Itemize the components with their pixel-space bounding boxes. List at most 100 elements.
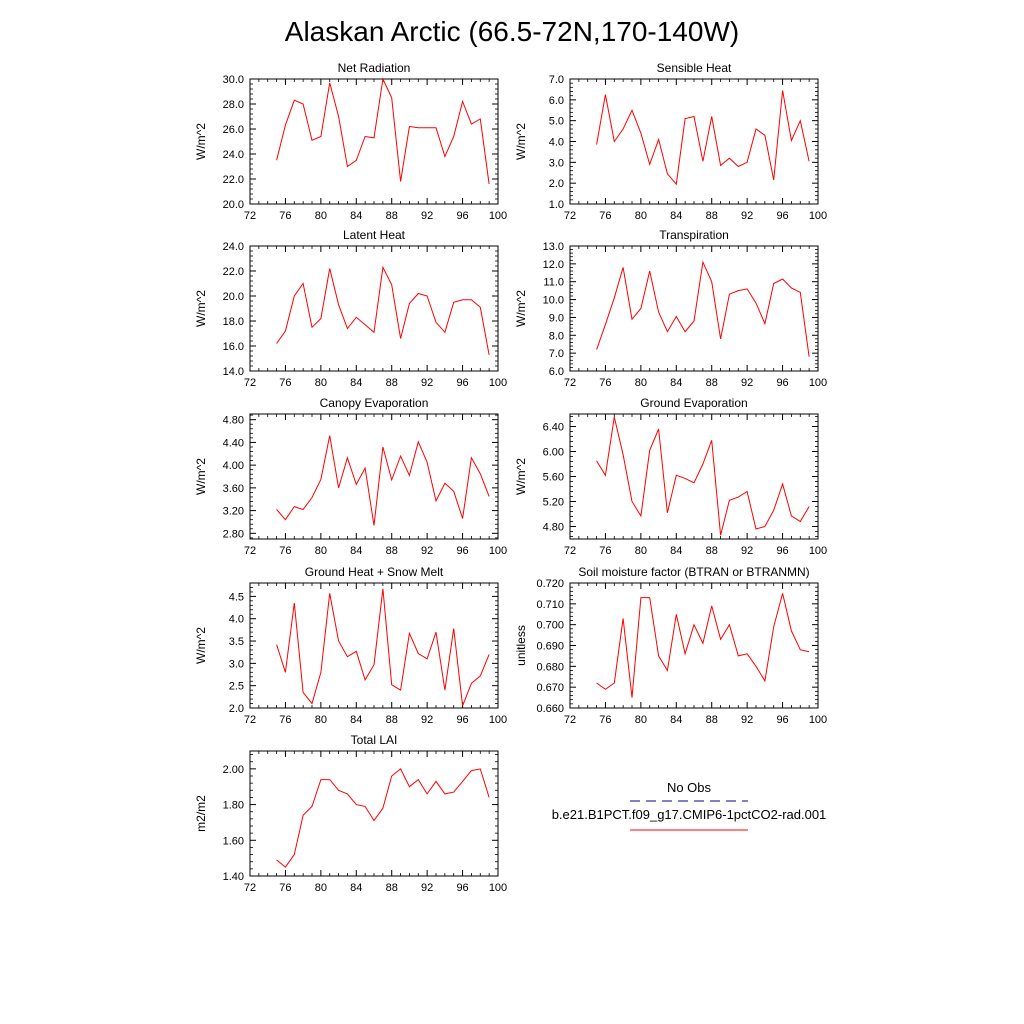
series-line xyxy=(276,77,490,185)
x-tick-label: 92 xyxy=(421,210,433,222)
plot-frame xyxy=(569,78,819,205)
y-tick-label: 5.0 xyxy=(549,116,564,128)
chart-panel: Canopy Evaporation W/m^2 72 76 80 84 88 92 96 100… xyxy=(194,396,507,557)
x-tick-label: 72 xyxy=(564,210,576,222)
y-tick-label: 6.0 xyxy=(549,366,564,378)
x-tick-label: 92 xyxy=(421,377,433,389)
x-tick-label: 72 xyxy=(244,882,256,894)
plot-frame xyxy=(249,78,499,205)
x-tick-label: 92 xyxy=(421,714,433,726)
x-tick-label: 100 xyxy=(489,377,507,389)
x-tick-label: 80 xyxy=(315,714,327,726)
y-tick-label: 18.0 xyxy=(223,316,244,328)
x-tick-label: 72 xyxy=(564,714,576,726)
series-line xyxy=(596,416,810,536)
y-axis-label: W/m^2 xyxy=(514,458,528,495)
y-tick-label: 0.700 xyxy=(536,620,564,632)
x-tick-label: 88 xyxy=(386,210,398,222)
x-tick-label: 88 xyxy=(386,882,398,894)
chart-panel: Sensible Heat W/m^2 72 76 80 84 88 92 96 100 1.0 2.… xyxy=(514,61,827,222)
y-tick-label: 6.40 xyxy=(543,422,564,434)
y-tick-label: 22.0 xyxy=(223,174,244,186)
y-tick-label: 3.0 xyxy=(229,658,244,670)
x-tick-label: 100 xyxy=(489,714,507,726)
y-tick-label: 11.0 xyxy=(543,277,564,289)
x-tick-label: 84 xyxy=(670,545,682,557)
panel-title: Ground Evaporation xyxy=(640,396,747,410)
x-tick-label: 96 xyxy=(456,377,468,389)
y-axis-label: W/m^2 xyxy=(514,290,528,327)
x-tick-label: 72 xyxy=(244,210,256,222)
x-tick-label: 76 xyxy=(599,545,611,557)
y-tick-label: 2.5 xyxy=(229,681,244,693)
x-tick-label: 84 xyxy=(350,210,362,222)
x-tick-label: 96 xyxy=(456,545,468,557)
x-tick-label: 88 xyxy=(706,545,718,557)
x-tick-label: 88 xyxy=(386,545,398,557)
y-tick-label: 4.5 xyxy=(229,591,244,603)
plot-frame xyxy=(249,413,499,540)
y-axis-label: m2/m2 xyxy=(194,795,208,832)
x-tick-label: 72 xyxy=(244,714,256,726)
y-axis-label: W/m^2 xyxy=(194,123,208,160)
y-tick-label: 2.0 xyxy=(229,703,244,715)
y-tick-label: 4.00 xyxy=(223,460,244,472)
x-tick-label: 92 xyxy=(741,377,753,389)
x-tick-label: 76 xyxy=(279,545,291,557)
y-tick-label: 10.0 xyxy=(543,295,564,307)
x-tick-label: 92 xyxy=(741,545,753,557)
x-tick-label: 72 xyxy=(244,545,256,557)
x-tick-label: 88 xyxy=(706,714,718,726)
x-tick-label: 84 xyxy=(350,882,362,894)
x-tick-label: 80 xyxy=(635,545,647,557)
y-tick-label: 20.0 xyxy=(223,199,244,211)
plot-frame xyxy=(569,413,819,540)
y-tick-label: 2.80 xyxy=(223,528,244,540)
plot-frame xyxy=(249,750,499,877)
y-tick-label: 1.40 xyxy=(223,871,244,883)
x-tick-label: 100 xyxy=(809,714,827,726)
x-tick-label: 80 xyxy=(635,714,647,726)
plot-frame xyxy=(249,245,499,372)
y-tick-label: 3.0 xyxy=(549,157,564,169)
panel-title: Canopy Evaporation xyxy=(320,396,429,410)
legend-model-label: b.e21.B1PCT.f09_g17.CMIP6-1pctCO2-rad.00… xyxy=(552,807,827,822)
panel-title: Latent Heat xyxy=(343,228,406,242)
panel-title: Net Radiation xyxy=(338,61,411,75)
y-axis-label: W/m^2 xyxy=(194,458,208,495)
chart-panel: Soil moisture factor (BTRAN or BTRANMN) u… xyxy=(514,565,827,726)
y-tick-label: 0.660 xyxy=(536,703,564,715)
chart-panel: Total LAI m2/m2 72 76 80 84 88 92 96 100 1.40 1.60 1… xyxy=(194,733,507,894)
chart-panel: Transpiration W/m^2 72 76 80 84 88 92 96 100 6.0 7.… xyxy=(514,228,827,389)
x-tick-label: 84 xyxy=(670,377,682,389)
x-tick-label: 72 xyxy=(564,377,576,389)
chart-panel: Ground Heat + Snow Melt W/m^2 72 76 80 84 88 92… xyxy=(194,565,507,726)
x-tick-label: 84 xyxy=(350,545,362,557)
page-title: Alaskan Arctic (66.5-72N,170-140W) xyxy=(285,16,739,47)
y-tick-label: 6.00 xyxy=(543,447,564,459)
x-tick-label: 80 xyxy=(635,377,647,389)
y-tick-label: 0.680 xyxy=(536,661,564,673)
panel-title: Sensible Heat xyxy=(657,61,732,75)
series-line xyxy=(276,768,490,868)
y-tick-label: 22.0 xyxy=(223,266,244,278)
y-tick-label: 1.60 xyxy=(223,835,244,847)
x-tick-label: 100 xyxy=(489,545,507,557)
y-axis-label: unitless xyxy=(514,625,528,666)
series-line xyxy=(276,435,490,526)
y-tick-label: 7.0 xyxy=(549,348,564,360)
y-tick-label: 2.0 xyxy=(549,178,564,190)
series-line xyxy=(276,265,490,355)
y-tick-label: 2.00 xyxy=(223,764,244,776)
y-tick-label: 24.0 xyxy=(223,149,244,161)
y-tick-label: 26.0 xyxy=(223,124,244,136)
x-tick-label: 80 xyxy=(315,210,327,222)
y-tick-label: 3.60 xyxy=(223,483,244,495)
x-tick-label: 76 xyxy=(279,882,291,894)
chart-panel: Net Radiation W/m^2 72 76 80 84 88 92 96 100 20.0 2… xyxy=(194,61,507,222)
y-tick-label: 3.20 xyxy=(223,506,244,518)
y-tick-label: 5.60 xyxy=(543,472,564,484)
y-axis-label: W/m^2 xyxy=(194,627,208,664)
y-tick-label: 0.710 xyxy=(536,599,564,611)
panel-title: Ground Heat + Snow Melt xyxy=(305,565,444,579)
